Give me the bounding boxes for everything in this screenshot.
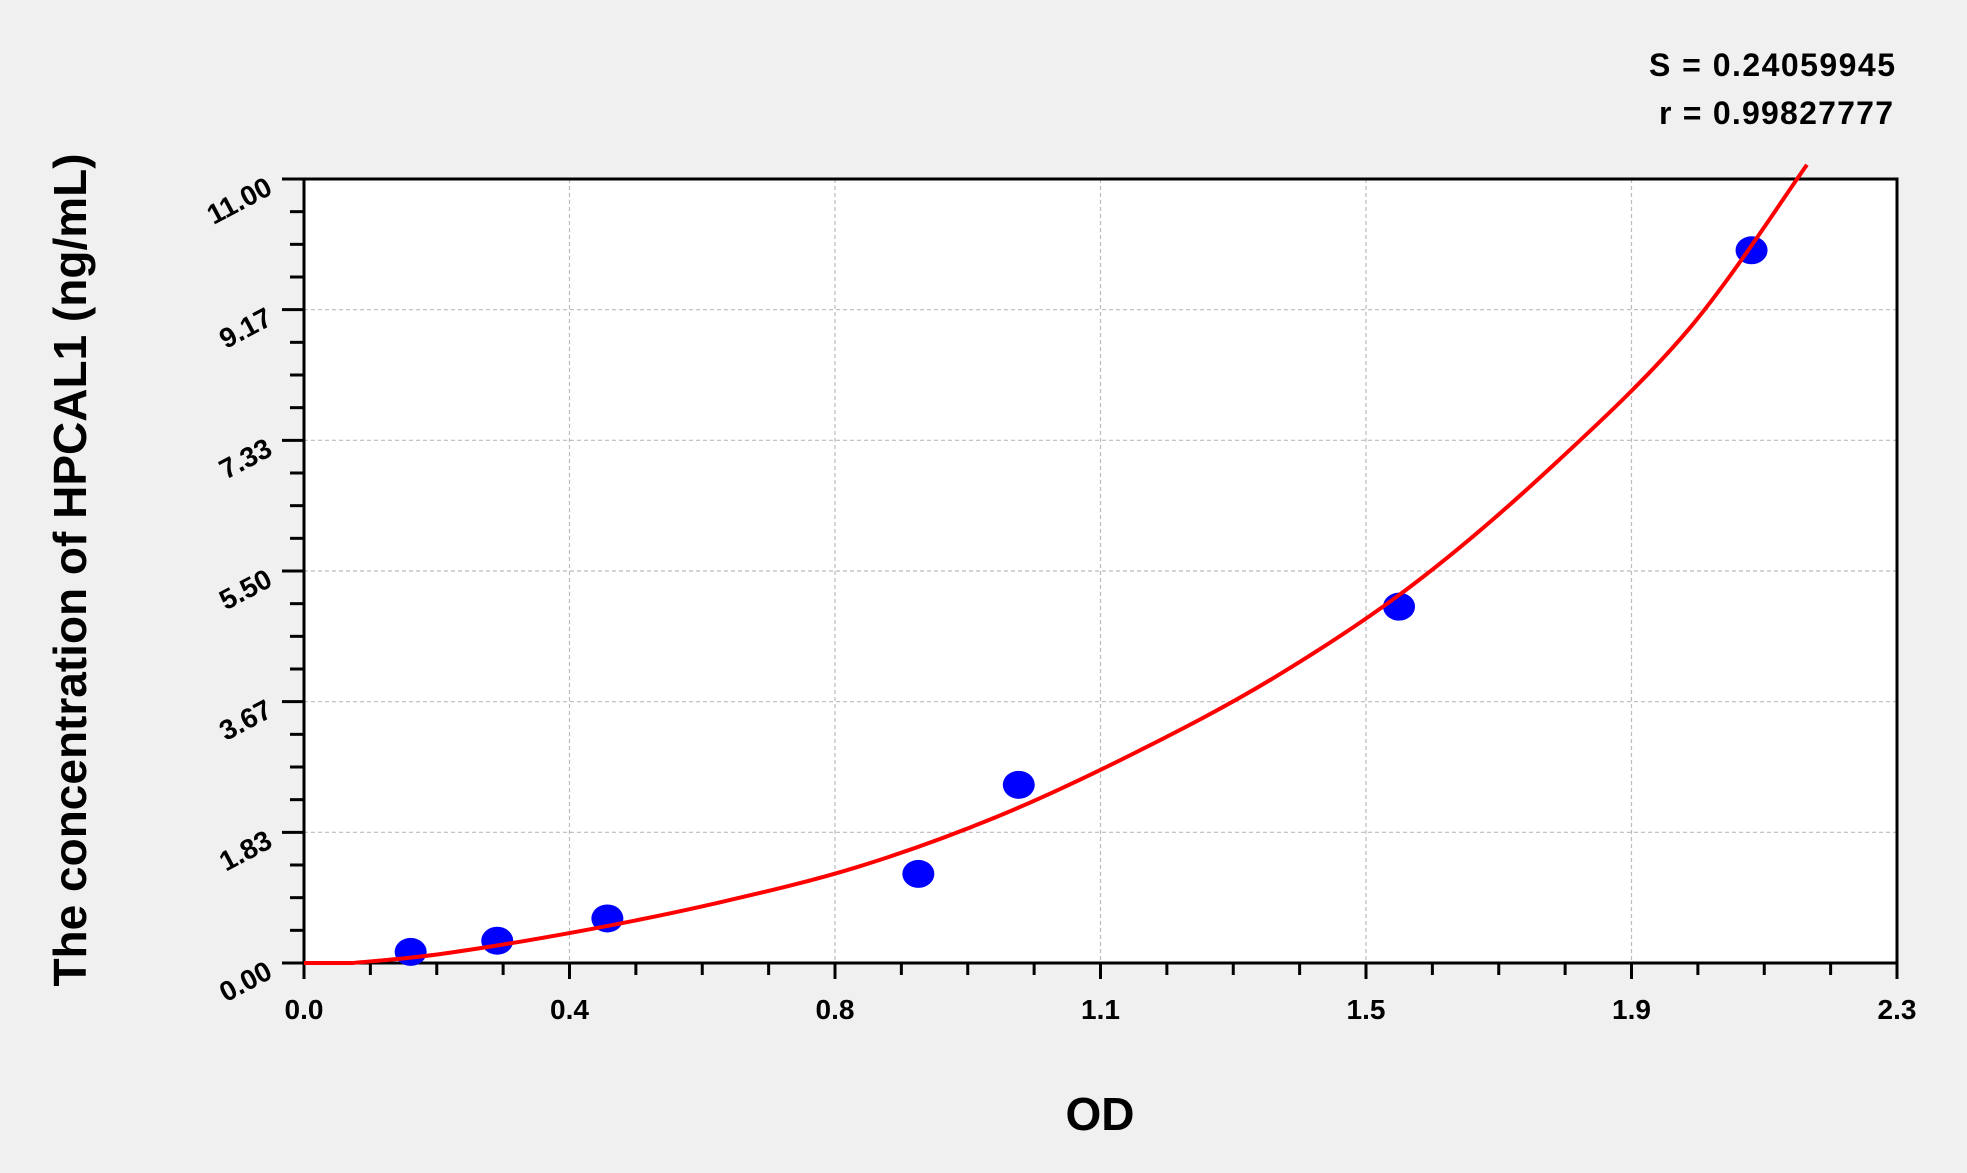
data-point: [1002, 770, 1035, 799]
x-tick-label: 0.0: [285, 994, 324, 1025]
x-tick-label: 0.4: [550, 994, 589, 1025]
x-tick-label: 1.1: [1081, 994, 1120, 1025]
x-tick-label: 1.9: [1612, 994, 1651, 1025]
x-tick-label: 1.5: [1347, 994, 1386, 1025]
x-tick-label: 2.3: [1878, 994, 1917, 1025]
stat-s: S = 0.24059945: [1649, 47, 1895, 83]
plot-frame: [302, 177, 1899, 965]
x-axis-title: OD: [1066, 1088, 1135, 1140]
x-tick-labels: 0.0 0.4 0.8 1.1 1.5 1.9 2.3: [285, 994, 1917, 1025]
stat-r: r = 0.99827777: [1659, 95, 1893, 131]
axis-ticks: [282, 177, 1899, 979]
x-tick-label: 0.8: [816, 994, 855, 1025]
data-point: [902, 859, 935, 888]
grid: [304, 179, 1897, 963]
data-point: [394, 937, 427, 966]
data-point: [481, 926, 514, 955]
data-points: [394, 236, 1768, 966]
y-axis-title: The concentration of HPCAL1 (ng/mL): [44, 153, 96, 986]
fit-curve: [304, 163, 1809, 965]
